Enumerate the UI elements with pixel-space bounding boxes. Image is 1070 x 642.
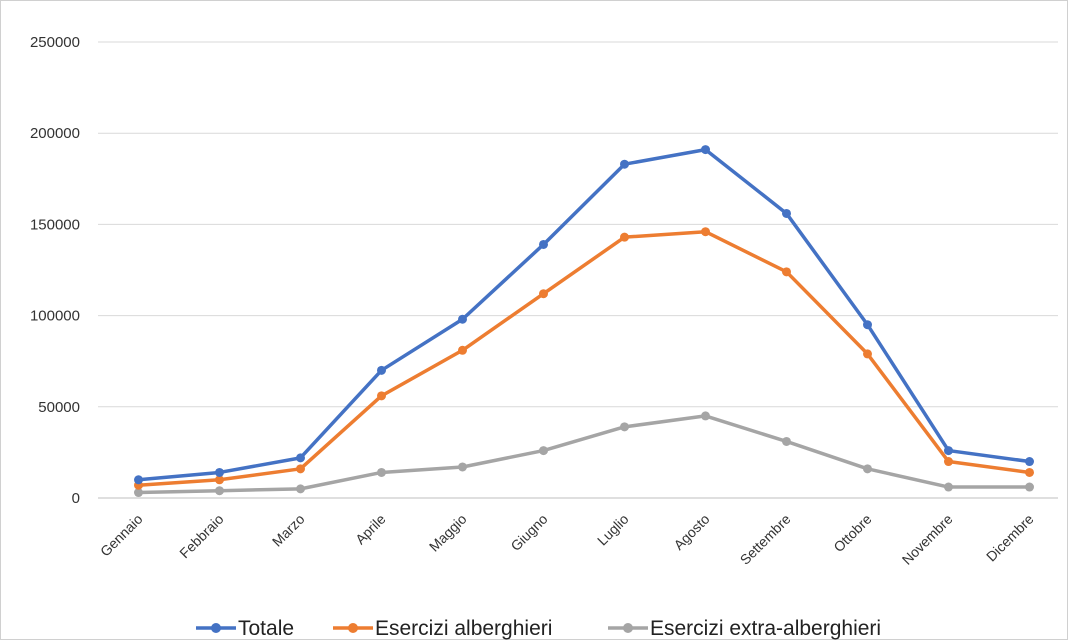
data-point [458,345,467,355]
x-tick-label: Novembre [899,511,956,568]
legend-item: Esercizi extra-alberghieri [608,617,881,640]
x-tick-label: Maggio [426,511,470,555]
data-point [620,159,629,169]
x-tick-label: Dicembre [983,511,1037,565]
legend-swatch-marker [211,623,221,633]
data-point [134,488,143,498]
data-point [701,145,710,155]
data-point [782,436,791,446]
y-axis-ticks: 0 50000 100000 150000 200000 250000 [30,34,80,507]
data-point [1025,457,1034,467]
x-tick-label: Luglio [594,511,632,549]
data-point [215,467,224,477]
x-axis-ticks: Gennaio Febbraio Marzo Aprile Maggio Giugno Lu… [97,511,1037,568]
legend-swatch-marker [348,623,358,633]
x-tick-label: Settembre [737,511,794,568]
series-line [138,414,1030,495]
x-tick-label: Aprile [352,511,389,548]
data-point [539,289,548,299]
series-group [134,145,1034,498]
data-point [944,446,953,456]
gridlines [98,41,1058,408]
y-tick-label: 50000 [38,399,80,416]
data-point [620,422,629,432]
legend: Totale Esercizi alberghieri Esercizi extra… [196,617,881,640]
data-point [296,453,305,463]
data-point [701,411,710,421]
y-tick-label: 0 [72,490,80,507]
data-point [944,457,953,467]
data-point [539,239,548,249]
data-point [296,484,305,494]
y-tick-label: 100000 [30,308,80,325]
x-tick-label: Giugno [507,511,550,554]
series-line [138,147,1030,482]
y-tick-label: 150000 [30,216,80,233]
x-tick-label: Marzo [269,511,308,550]
series-esercizi-extra-alberghieri [134,411,1034,498]
data-point [539,446,548,456]
x-tick-label: Febbraio [176,511,227,562]
legend-label: Totale [238,617,294,640]
x-tick-label: Agosto [670,511,712,553]
data-point [620,232,629,242]
series-totale [134,145,1034,485]
data-point [863,349,872,359]
data-point [701,227,710,237]
legend-item: Totale [196,617,294,640]
data-point [377,391,386,401]
data-point [296,464,305,474]
data-point [1025,482,1034,492]
y-tick-label: 200000 [30,125,80,142]
data-point [944,482,953,492]
legend-item: Esercizi alberghieri [333,617,552,640]
data-point [782,267,791,277]
data-point [458,462,467,472]
data-point [1025,467,1034,477]
series-esercizi-alberghieri [134,227,1034,490]
data-point [134,475,143,485]
data-point [458,314,467,324]
data-point [863,320,872,330]
data-point [863,464,872,474]
legend-label: Esercizi extra-alberghieri [650,617,881,640]
data-point [782,208,791,218]
legend-swatch-marker [623,623,633,633]
data-point [377,365,386,375]
x-tick-label: Ottobre [830,511,874,555]
data-point [215,486,224,496]
legend-label: Esercizi alberghieri [375,617,552,640]
series-line [138,229,1030,487]
y-tick-label: 250000 [30,34,80,51]
data-point [377,467,386,477]
data-point [215,475,224,485]
x-tick-label: Gennaio [97,511,146,560]
